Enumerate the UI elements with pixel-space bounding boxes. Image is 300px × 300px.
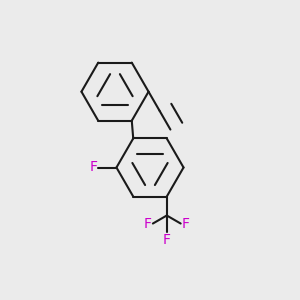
Text: F: F: [182, 217, 190, 230]
Text: F: F: [89, 160, 98, 175]
Text: F: F: [143, 217, 152, 230]
Text: F: F: [163, 233, 171, 247]
